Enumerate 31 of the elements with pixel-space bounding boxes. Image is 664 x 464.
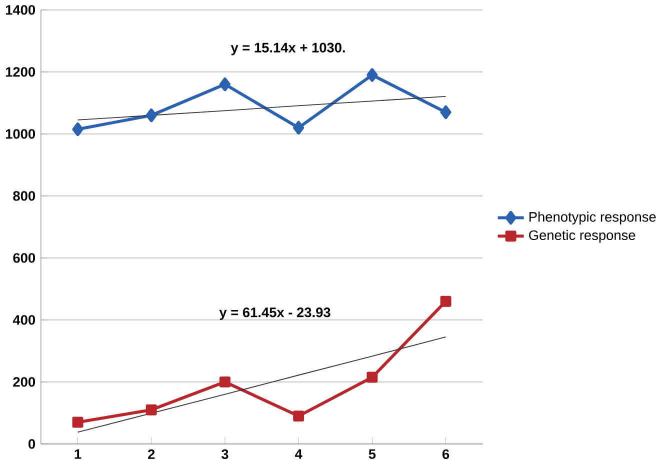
- point: [366, 372, 378, 383]
- point: [366, 68, 378, 82]
- point: [440, 296, 452, 307]
- y-tick-label: 0: [28, 439, 36, 449]
- y-tick-label: 1400: [6, 5, 36, 15]
- point: [146, 108, 157, 122]
- point: [72, 416, 84, 428]
- x-tick-label: 6: [442, 449, 450, 459]
- point: [440, 105, 452, 120]
- y-tick-label: 1200: [6, 67, 36, 77]
- x-tick-label: 3: [221, 449, 228, 459]
- line-series: [77, 336, 446, 433]
- y-tick-label: 800: [13, 191, 36, 201]
- x-tick-label: 5: [368, 449, 376, 459]
- x-tick-label: 2: [148, 449, 155, 459]
- point: [219, 376, 230, 388]
- y-tick-label: 1000: [6, 129, 36, 139]
- legend-label: Phenotypic response: [530, 212, 656, 224]
- y-tick-label: 200: [13, 377, 36, 387]
- point: [293, 410, 304, 422]
- y-tick-label: 400: [12, 315, 36, 325]
- x-tick-label: 4: [294, 449, 302, 459]
- point: [72, 122, 84, 136]
- legend-label: Genetic response: [529, 230, 636, 243]
- point: [219, 77, 230, 92]
- point: [146, 404, 157, 416]
- x-tick-label: 1: [74, 449, 82, 459]
- annotation: y = 61.45x - 23.93: [219, 307, 330, 320]
- point: [293, 120, 304, 135]
- y-tick-label: 600: [13, 253, 36, 263]
- annotation: y = 15.14x + 1030.: [230, 42, 345, 56]
